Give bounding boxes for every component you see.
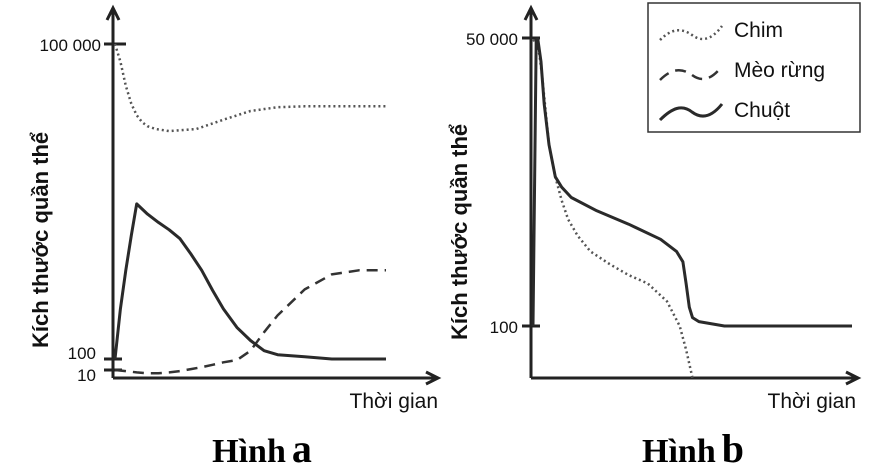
series-line-b-chim [532, 38, 694, 379]
legend-swatch-chim [659, 25, 723, 41]
caption-b-text: Hình [642, 433, 716, 470]
x-axis-arrowhead-a [425, 370, 442, 386]
legend-label-chim: Chim [734, 19, 783, 42]
y-tick-label-a-10: 10 [77, 366, 96, 385]
series-group-a [113, 43, 386, 375]
y-tick-label-a-100000: 100 000 [40, 36, 101, 55]
y-tick-label-a-100: 100 [68, 344, 96, 363]
series-line-a-chuot [113, 202, 386, 361]
y-axis-arrowhead-b [523, 4, 539, 21]
series-line-b-chuot [531, 37, 852, 328]
series-group-b [531, 37, 852, 379]
legend-box [647, 2, 861, 133]
series-line-a-chim [113, 43, 386, 133]
chart-panel-b: Kích thước quần thể 50 000 100 Thời gian… [447, 4, 862, 470]
caption-b: Hình b [642, 426, 744, 470]
x-axis-label-a: Thời gian [350, 390, 438, 413]
chart-panel-a: Kích thước quần thể 100 000 100 10 Thời … [28, 4, 442, 470]
caption-a-text: Hình [212, 433, 286, 470]
x-axis-arrowhead-b [845, 370, 862, 386]
legend: Chim Mèo rừng Chuột [647, 2, 861, 133]
caption-a-letter: a [292, 426, 312, 470]
series-line-a-meo-rung [114, 269, 386, 375]
caption-b-letter: b [722, 426, 744, 470]
y-tick-label-b-50000: 50 000 [466, 30, 518, 49]
legend-label-chuot: Chuột [734, 99, 790, 122]
y-axis-label-b: Kích thước quần thể [447, 124, 472, 340]
x-axis-label-b: Thời gian [768, 390, 856, 413]
y-tick-label-b-100: 100 [490, 318, 518, 337]
caption-a: Hình a [212, 426, 312, 470]
legend-label-meo-rung: Mèo rừng [734, 59, 825, 82]
y-axis-label-a: Kích thước quần thể [28, 132, 53, 348]
y-axis-arrowhead-a [105, 4, 121, 21]
legend-swatch-meo-rung [659, 65, 723, 81]
legend-swatch-chuot [658, 103, 724, 122]
